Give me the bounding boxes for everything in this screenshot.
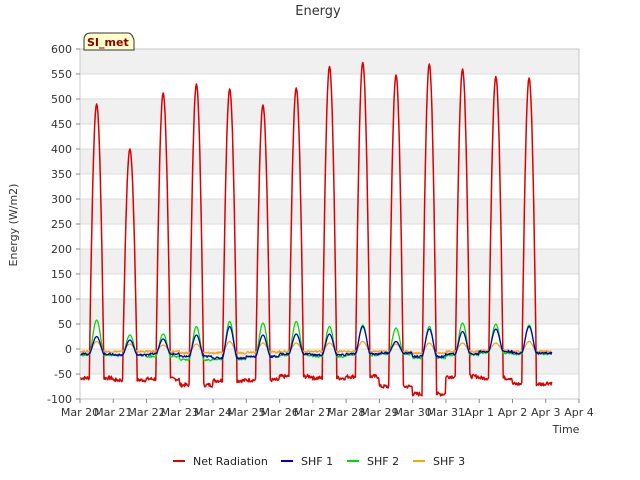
plot-background-bands [80,49,579,374]
x-tick-label: Apr 2 [498,406,528,419]
series-line-net-radiation [79,61,553,397]
y-tick-label: 150 [51,268,72,281]
x-axis-title: Time [552,423,580,436]
y-tick-label: 0 [65,343,72,356]
plot-band [80,49,579,74]
x-tick-label: Mar 28 [327,406,365,419]
y-axis-ticks: -100 -50 0 50 100 150 200 250 300 350 400 450 500 550… [47,43,80,406]
chart-title: Energy [295,4,341,19]
y-tick-label: 550 [51,68,72,81]
legend: Net Radiation SHF 1 SHF 2 SHF 3 [173,455,465,468]
plot-band [80,99,579,124]
x-tick-label: Mar 26 [260,406,298,419]
plot-band [80,149,579,174]
y-tick-label: 300 [51,193,72,206]
x-tick-label: Apr 4 [564,406,594,419]
plot-band [80,249,579,274]
plot-band [80,299,579,324]
x-tick-label: Mar 22 [127,406,165,419]
x-tick-label: Mar 25 [227,406,265,419]
legend-label-net-radiation: Net Radiation [193,455,268,468]
x-tick-label: Mar 29 [360,406,398,419]
y-tick-label: 400 [51,143,72,156]
x-tick-label: Mar 31 [427,406,465,419]
x-tick-label: Mar 24 [194,406,232,419]
y-tick-label: 250 [51,218,72,231]
y-tick-label: 50 [58,318,72,331]
plot-band [80,349,579,374]
site-badge: SI_met [83,32,135,51]
series-lines [79,61,553,397]
x-tick-label: Apr 3 [531,406,561,419]
site-badge-shape [83,32,135,51]
y-tick-label: -100 [47,393,72,406]
x-tick-label: Apr 1 [464,406,494,419]
site-badge-label: SI_met [87,36,129,49]
series-line-shf1 [79,325,553,360]
y-tick-label: 350 [51,168,72,181]
x-tick-label: Mar 23 [161,406,199,419]
y-tick-label: 100 [51,293,72,306]
y-tick-label: 500 [51,93,72,106]
y-axis-title: Energy (W/m2) [7,184,20,267]
y-tick-label: -50 [54,368,72,381]
legend-label-shf1: SHF 1 [301,455,333,468]
x-tick-label: Mar 21 [94,406,132,419]
y-tick-label: 600 [51,43,72,56]
plot-band [80,199,579,224]
y-tick-label: 200 [51,243,72,256]
x-tick-label: Mar 27 [294,406,332,419]
x-tick-label: Mar 30 [394,406,432,419]
y-tick-label: 450 [51,118,72,131]
legend-label-shf2: SHF 2 [367,455,399,468]
x-tick-label: Mar 20 [61,406,99,419]
legend-label-shf3: SHF 3 [433,455,465,468]
